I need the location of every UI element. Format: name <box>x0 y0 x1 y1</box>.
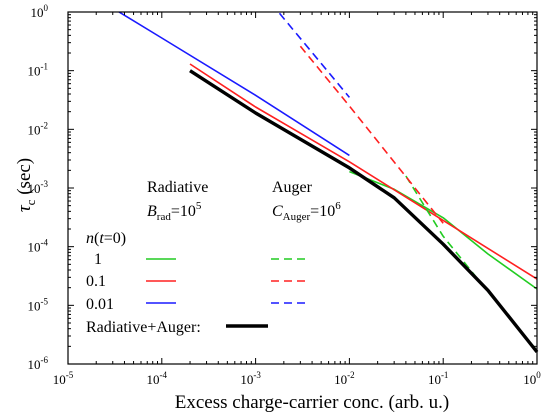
y-tick-label: 10-2 <box>28 120 49 137</box>
legend-lines <box>146 258 306 328</box>
x-tick-label: 100 <box>523 370 541 387</box>
x-tick-base: 10 <box>523 372 536 387</box>
y-tick-base: 10 <box>31 5 44 20</box>
y-tick-base: 10 <box>28 357 41 372</box>
legend-t-symbol: t <box>99 230 104 247</box>
x-tick-label: 10-5 <box>53 370 74 387</box>
x-tick-label: 10-1 <box>428 370 449 387</box>
brad-symbol: B <box>147 203 157 220</box>
y-tick-base: 10 <box>28 298 41 313</box>
x-tick-label: 10-2 <box>334 370 355 387</box>
x-tick-labels: 10-5 10-4 10-3 10-2 10-1 100 <box>53 370 542 387</box>
series-layer <box>118 11 539 354</box>
brad-exponent: 5 <box>196 200 202 212</box>
brad-equals: =10 <box>171 203 196 220</box>
y-tick-exponent: -4 <box>41 238 49 248</box>
legend-combined-label: Radiative+Auger: <box>86 319 201 336</box>
x-axis-title: Excess charge-carrier conc. (arb. u.) <box>175 392 449 413</box>
brad-subscript: rad <box>157 211 172 223</box>
cauger-equals: =10 <box>310 203 335 220</box>
auger-header: Auger <box>272 179 313 196</box>
series-auger-n0_1 <box>299 45 444 224</box>
x-tick-base: 10 <box>53 372 66 387</box>
y-tick-exponent: -2 <box>41 120 49 130</box>
x-tick-label: 10-3 <box>240 370 261 387</box>
x-tick-base: 10 <box>428 372 441 387</box>
series-radiative-n0_1 <box>189 63 538 280</box>
y-axis-title-subscript: c <box>23 199 38 205</box>
series-auger-n0_01 <box>278 12 351 98</box>
legend-n-open: ( <box>94 230 99 247</box>
legend-row-3-label: 0.01 <box>86 296 114 313</box>
y-tick-exponent: -6 <box>41 355 49 365</box>
y-tick-label: 10-6 <box>28 355 49 372</box>
y-axis-title-unit: (sec) <box>14 158 35 200</box>
x-tick-exponent: 0 <box>536 370 541 380</box>
radiative-header: Radiative <box>147 179 208 196</box>
series-radiative-n1 <box>349 170 538 290</box>
y-tick-base: 10 <box>28 64 41 79</box>
legend-n-close: =0) <box>104 230 126 247</box>
brad-annotation: Brad=105 <box>147 200 202 223</box>
y-tick-exponent: -3 <box>41 179 49 189</box>
series-radiative-n0_01 <box>118 11 350 157</box>
x-tick-exponent: -4 <box>160 370 168 380</box>
x-tick-label: 10-4 <box>147 370 168 387</box>
y-tick-label: 10-3 <box>28 179 49 196</box>
y-tick-label: 100 <box>31 3 49 20</box>
y-tick-exponent: -1 <box>41 62 49 72</box>
x-tick-exponent: -2 <box>347 370 355 380</box>
y-tick-base: 10 <box>28 181 41 196</box>
x-tick-base: 10 <box>240 372 253 387</box>
y-axis-title-symbol: τ <box>14 204 35 212</box>
series-auger-n1 <box>405 175 538 352</box>
legend-row-2-label: 0.1 <box>86 273 106 290</box>
x-tick-exponent: -1 <box>441 370 449 380</box>
y-tick-base: 10 <box>28 122 41 137</box>
y-tick-exponent: -5 <box>41 296 49 306</box>
tick-marks <box>67 11 538 365</box>
y-tick-label: 10-1 <box>28 62 49 79</box>
cauger-symbol: C <box>272 203 283 220</box>
y-tick-label: 10-4 <box>28 238 49 255</box>
x-tick-base: 10 <box>334 372 347 387</box>
x-tick-base: 10 <box>147 372 160 387</box>
y-tick-base: 10 <box>28 240 41 255</box>
x-tick-exponent: -5 <box>66 370 74 380</box>
cauger-annotation: CAuger=106 <box>272 200 341 223</box>
cauger-exponent: 6 <box>335 200 341 212</box>
legend-n-label: n(t=0) <box>86 230 126 247</box>
cauger-subscript: Auger <box>283 211 311 223</box>
x-tick-exponent: -3 <box>253 370 261 380</box>
legend-row-1-label: 1 <box>94 251 102 268</box>
series-radiative-auger <box>189 69 539 354</box>
y-tick-exponent: 0 <box>44 3 49 13</box>
legend-n-symbol: n <box>86 230 94 247</box>
y-tick-label: 10-5 <box>28 296 49 313</box>
y-axis-title: τc (sec) <box>14 158 38 212</box>
